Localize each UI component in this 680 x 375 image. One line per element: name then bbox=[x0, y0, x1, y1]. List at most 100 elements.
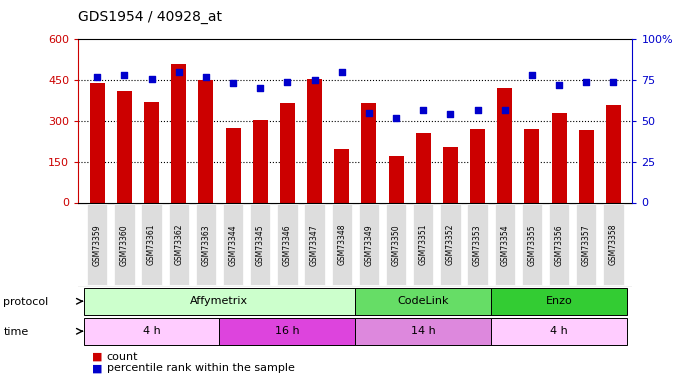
Text: GDS1954 / 40928_at: GDS1954 / 40928_at bbox=[78, 10, 222, 24]
Text: Affymetrix: Affymetrix bbox=[190, 296, 248, 306]
Point bbox=[445, 111, 456, 117]
Text: GSM73347: GSM73347 bbox=[310, 224, 319, 266]
Bar bbox=[335, 150, 350, 202]
Bar bbox=[226, 128, 241, 202]
Text: GSM73362: GSM73362 bbox=[174, 224, 183, 266]
FancyBboxPatch shape bbox=[603, 204, 624, 285]
Point bbox=[309, 77, 320, 83]
FancyBboxPatch shape bbox=[332, 204, 352, 285]
Point bbox=[472, 106, 483, 112]
FancyBboxPatch shape bbox=[196, 204, 216, 285]
FancyBboxPatch shape bbox=[576, 204, 596, 285]
Bar bbox=[117, 91, 132, 202]
Text: GSM73361: GSM73361 bbox=[147, 224, 156, 266]
Point bbox=[418, 106, 428, 112]
Text: GSM73353: GSM73353 bbox=[473, 224, 482, 266]
Bar bbox=[388, 156, 403, 203]
Text: protocol: protocol bbox=[3, 297, 49, 307]
Text: 14 h: 14 h bbox=[411, 326, 436, 336]
FancyBboxPatch shape bbox=[84, 318, 220, 345]
FancyBboxPatch shape bbox=[522, 204, 542, 285]
Text: GSM73355: GSM73355 bbox=[528, 224, 537, 266]
Text: GSM73344: GSM73344 bbox=[228, 224, 237, 266]
FancyBboxPatch shape bbox=[386, 204, 406, 285]
FancyBboxPatch shape bbox=[358, 204, 379, 285]
FancyBboxPatch shape bbox=[277, 204, 298, 285]
Text: GSM73346: GSM73346 bbox=[283, 224, 292, 266]
Text: GSM73351: GSM73351 bbox=[419, 224, 428, 266]
Point bbox=[337, 69, 347, 75]
Bar bbox=[524, 129, 539, 203]
Point bbox=[255, 86, 266, 92]
Bar bbox=[551, 113, 566, 202]
Point bbox=[499, 106, 510, 112]
Bar bbox=[253, 120, 268, 202]
Bar bbox=[90, 83, 105, 203]
Text: GSM73354: GSM73354 bbox=[500, 224, 509, 266]
Bar bbox=[470, 129, 485, 203]
Bar bbox=[443, 147, 458, 202]
Text: 16 h: 16 h bbox=[275, 326, 300, 336]
Text: GSM73349: GSM73349 bbox=[364, 224, 373, 266]
Point bbox=[173, 69, 184, 75]
Bar bbox=[280, 103, 295, 202]
FancyBboxPatch shape bbox=[491, 318, 627, 345]
Text: GSM73360: GSM73360 bbox=[120, 224, 129, 266]
Text: GSM73348: GSM73348 bbox=[337, 224, 346, 266]
FancyBboxPatch shape bbox=[356, 318, 491, 345]
Bar bbox=[497, 88, 512, 202]
Text: Enzo: Enzo bbox=[545, 296, 573, 306]
Bar bbox=[144, 102, 159, 202]
Point bbox=[92, 74, 103, 80]
FancyBboxPatch shape bbox=[305, 204, 325, 285]
FancyBboxPatch shape bbox=[114, 204, 135, 285]
Point bbox=[608, 79, 619, 85]
Bar bbox=[307, 79, 322, 203]
Text: time: time bbox=[3, 327, 29, 337]
Point bbox=[526, 72, 537, 78]
Text: CodeLink: CodeLink bbox=[398, 296, 449, 306]
Text: 4 h: 4 h bbox=[550, 326, 568, 336]
Text: GSM73350: GSM73350 bbox=[392, 224, 401, 266]
Point bbox=[201, 74, 211, 80]
Text: GSM73363: GSM73363 bbox=[201, 224, 210, 266]
Bar bbox=[199, 80, 214, 203]
Text: ■: ■ bbox=[92, 363, 102, 373]
FancyBboxPatch shape bbox=[494, 204, 515, 285]
Point bbox=[390, 115, 401, 121]
Bar bbox=[579, 130, 594, 203]
Text: GSM73352: GSM73352 bbox=[446, 224, 455, 266]
FancyBboxPatch shape bbox=[169, 204, 189, 285]
FancyBboxPatch shape bbox=[467, 204, 488, 285]
FancyBboxPatch shape bbox=[491, 288, 627, 315]
FancyBboxPatch shape bbox=[87, 204, 107, 285]
Text: GSM73358: GSM73358 bbox=[609, 224, 618, 266]
FancyBboxPatch shape bbox=[220, 318, 356, 345]
Bar bbox=[415, 133, 430, 202]
Bar bbox=[171, 64, 186, 202]
Text: GSM73359: GSM73359 bbox=[92, 224, 102, 266]
Point bbox=[581, 79, 592, 85]
FancyBboxPatch shape bbox=[250, 204, 271, 285]
FancyBboxPatch shape bbox=[223, 204, 243, 285]
Text: percentile rank within the sample: percentile rank within the sample bbox=[107, 363, 294, 373]
FancyBboxPatch shape bbox=[440, 204, 460, 285]
Point bbox=[119, 72, 130, 78]
Point bbox=[554, 82, 564, 88]
Text: GSM73356: GSM73356 bbox=[555, 224, 564, 266]
Text: GSM73357: GSM73357 bbox=[581, 224, 591, 266]
Text: count: count bbox=[107, 352, 138, 362]
FancyBboxPatch shape bbox=[84, 288, 356, 315]
Point bbox=[146, 75, 157, 81]
Point bbox=[282, 79, 293, 85]
Text: GSM73345: GSM73345 bbox=[256, 224, 265, 266]
Bar bbox=[606, 105, 621, 202]
Point bbox=[228, 80, 239, 86]
Text: 4 h: 4 h bbox=[143, 326, 160, 336]
FancyBboxPatch shape bbox=[413, 204, 433, 285]
Text: ■: ■ bbox=[92, 352, 102, 362]
Point bbox=[363, 110, 374, 116]
FancyBboxPatch shape bbox=[549, 204, 569, 285]
Bar bbox=[361, 103, 376, 202]
FancyBboxPatch shape bbox=[356, 288, 491, 315]
